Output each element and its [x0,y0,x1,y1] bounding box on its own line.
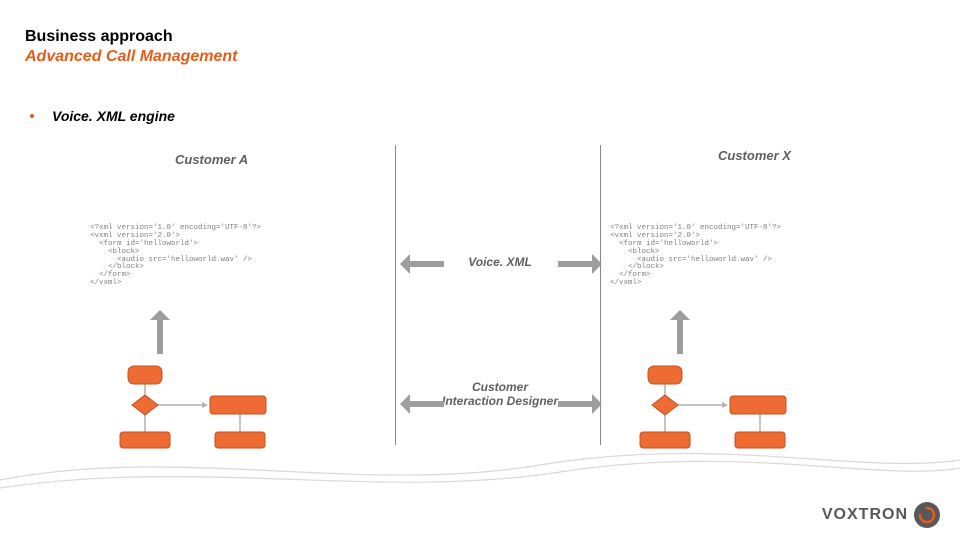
bullet-dot [30,114,34,118]
logo: VOXTRON [822,502,940,528]
bullet-row: Voice. XML engine [30,108,175,124]
center-label-voicexml: Voice. XML [440,255,560,269]
logo-swirl-icon [914,502,940,528]
arrow-bot-left [400,394,444,414]
logo-text: VOXTRON [822,506,908,524]
center-label-cid: Customer Interaction Designer [440,380,560,408]
arrow-bot-right [558,394,602,414]
xml-snippet-left: <?xml version='1.0' encoding='UTF-8'?> <… [90,225,261,288]
column-label-customer-x: Customer X [718,148,791,163]
arrow-top-right [558,254,602,274]
slide: { "title": { "line1": "Business approach… [0,0,960,540]
bullet-text: Voice. XML engine [52,108,175,124]
xml-snippet-right: <?xml version='1.0' encoding='UTF-8'?> <… [610,225,781,288]
arrow-up-left [150,310,170,354]
arrow-top-left [400,254,444,274]
divider-left [395,145,396,445]
title-line1: Business approach [25,28,173,46]
arrow-up-right [670,310,690,354]
column-label-customer-a: Customer A [175,152,248,167]
title-line2: Advanced Call Management [25,48,238,66]
background-wave [0,440,960,500]
